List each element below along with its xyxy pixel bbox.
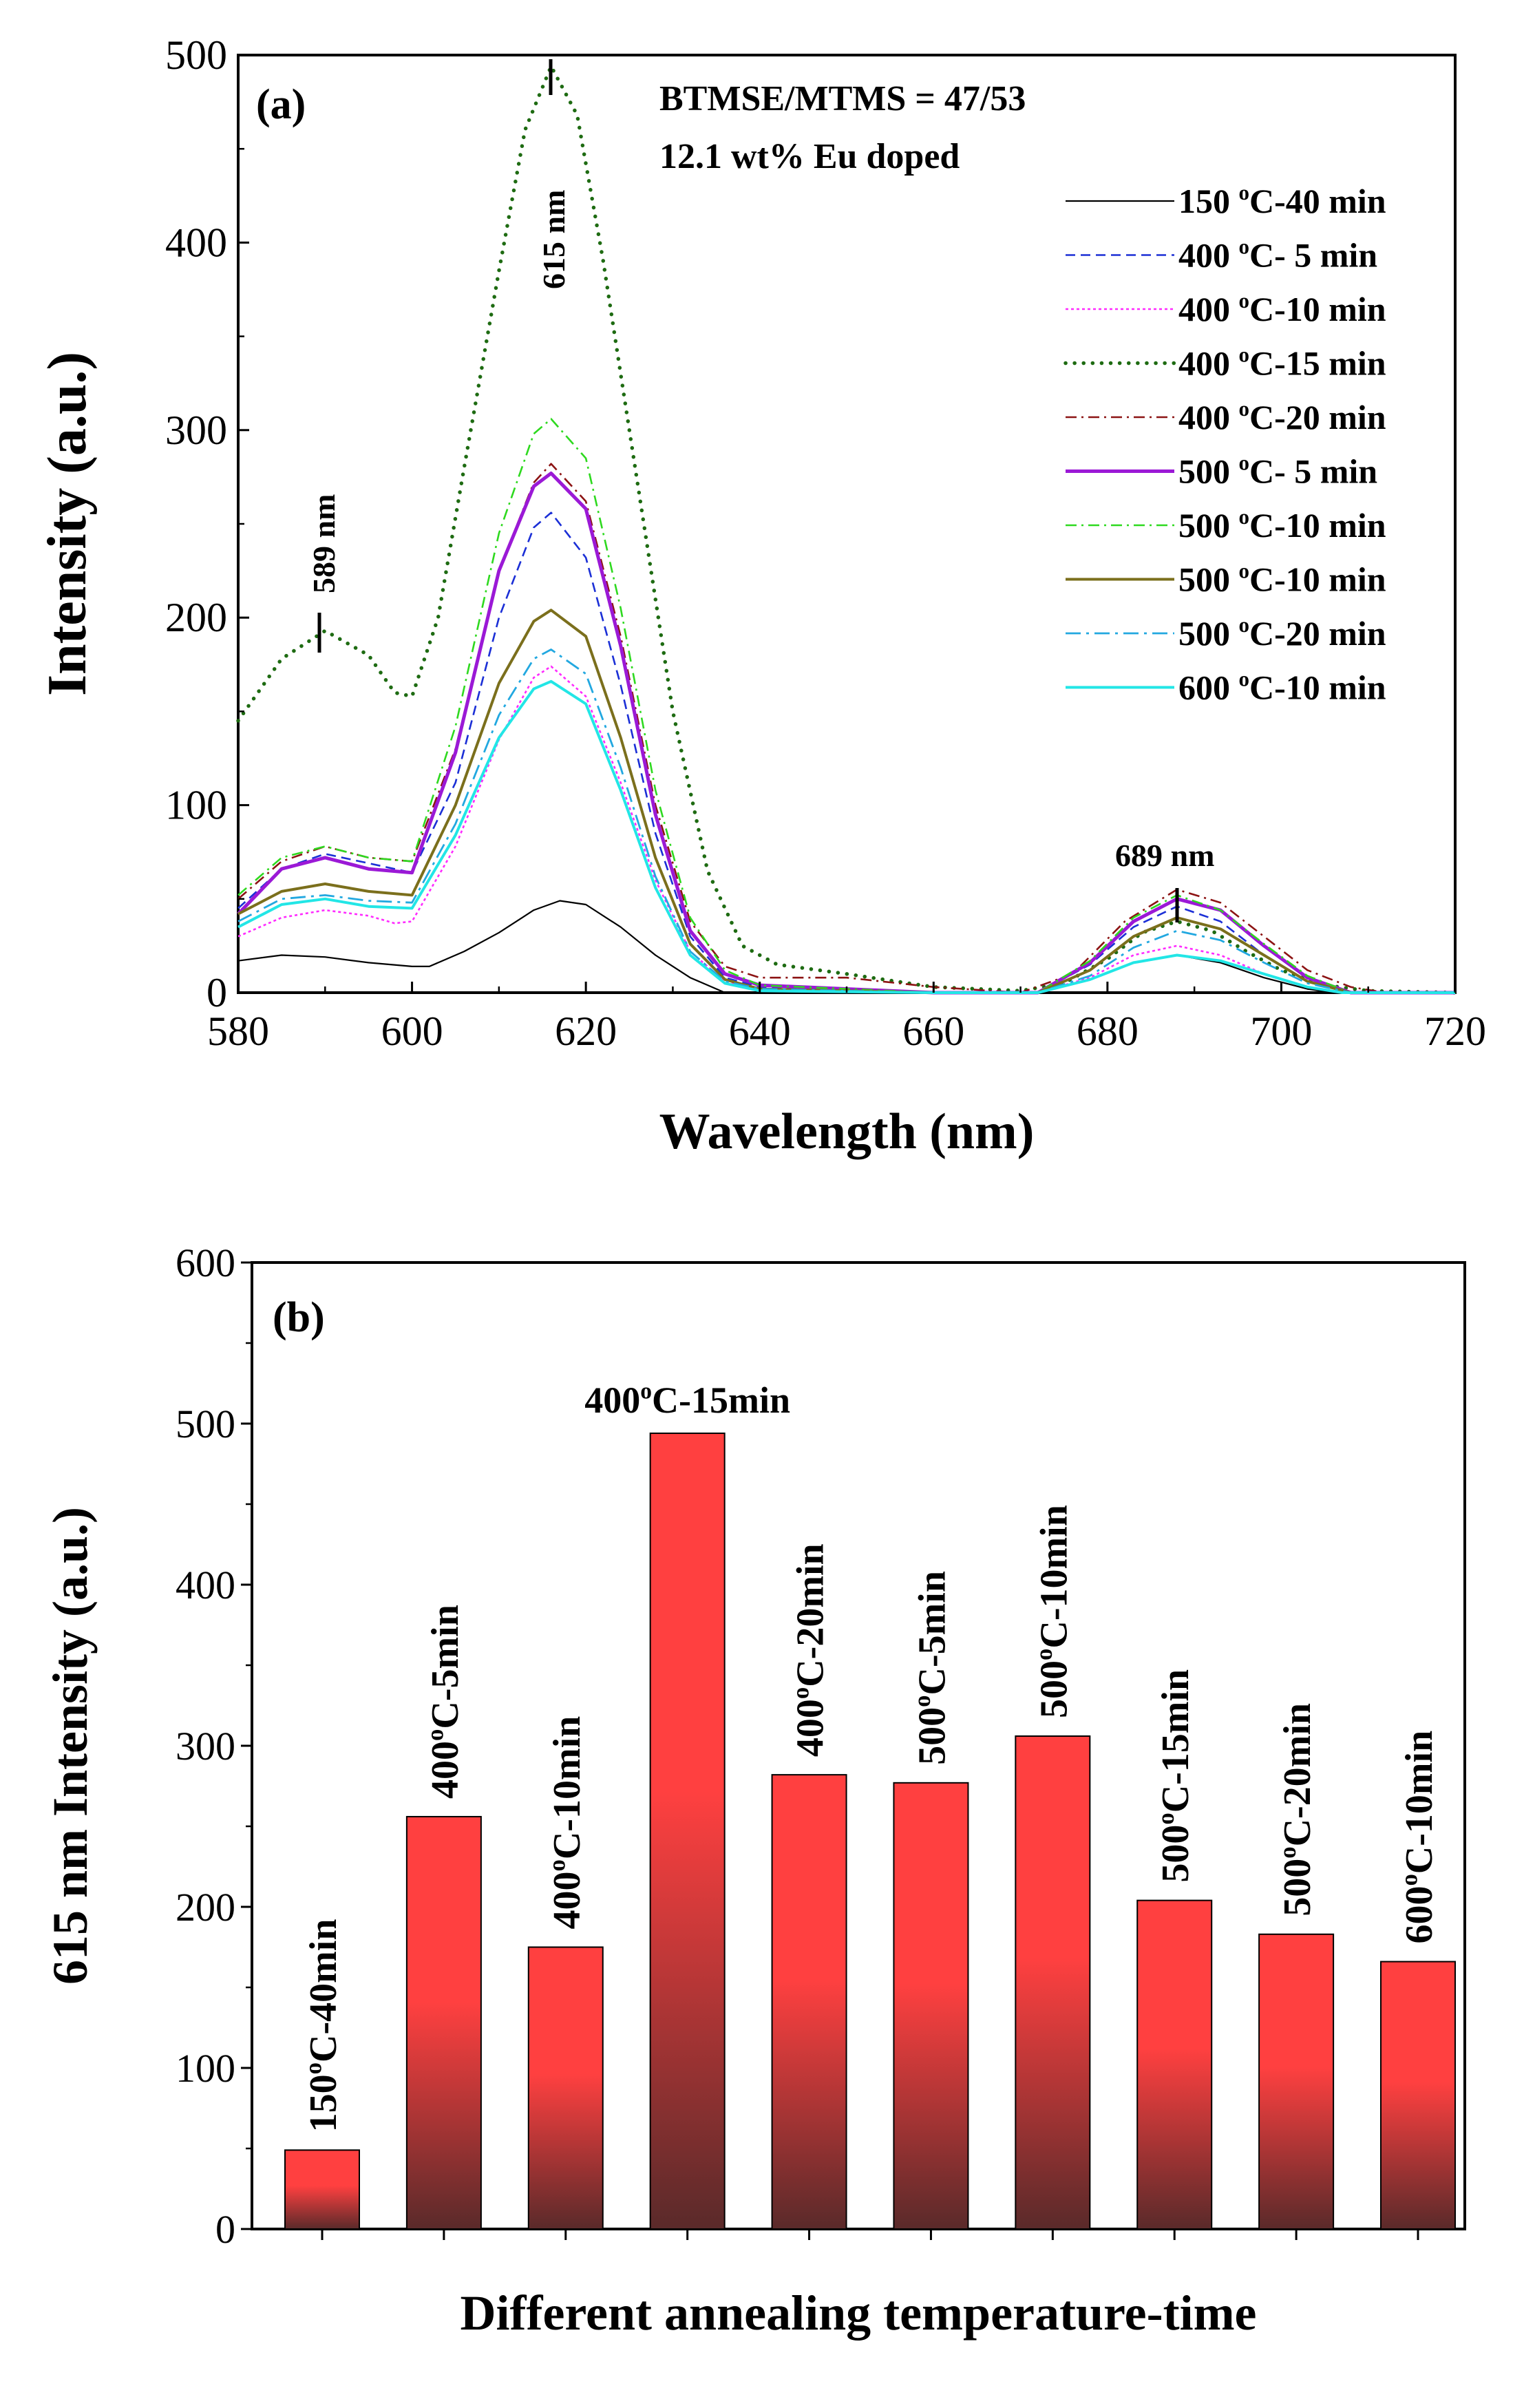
- bar-label-3: 400oC-10min: [543, 1716, 588, 1930]
- y-tick-label: 300: [176, 1724, 235, 1768]
- bar-3: [527, 1946, 604, 2230]
- panel-a-series-group: [236, 64, 1457, 995]
- legend-label-5: 400 oC-20 min: [1178, 397, 1386, 436]
- bar-7: [1015, 1735, 1091, 2230]
- x-tick-label: 640: [729, 1008, 791, 1054]
- bar-10: [1380, 1961, 1456, 2230]
- spectrum-line-2: [237, 511, 1455, 994]
- legend-label-7: 500 oC-10 min: [1178, 505, 1386, 545]
- y-tick-label: 100: [165, 783, 227, 828]
- spectrum-line-9: [237, 648, 1455, 994]
- x-tick-label: 600: [381, 1008, 443, 1054]
- peak-615-label: 615 nm: [536, 190, 571, 289]
- y-tick-label: 0: [207, 970, 227, 1015]
- y-tick-label: 100: [176, 2046, 235, 2091]
- bar-2: [405, 1815, 482, 2230]
- legend-label-8: 500 oC-10 min: [1178, 559, 1386, 599]
- legend-label-3: 400 oC-10 min: [1178, 288, 1386, 328]
- peak-589-label: 589 nm: [306, 494, 341, 593]
- panel-a-doping: 12.1 wt% Eu doped: [659, 137, 960, 176]
- bar-5: [771, 1774, 847, 2230]
- panel-a-axes: 580 600 620 640 660 680 700 720 0 100 200 300 400 500: [165, 32, 1486, 1054]
- y-tick-label: 200: [176, 1885, 235, 1930]
- legend-label-4: 400 oC-15 min: [1178, 343, 1386, 383]
- bar-label-6: 500oC-5min: [909, 1571, 953, 1765]
- panel-b-axes: 0 100 200 300 400 500 600: [176, 1240, 1419, 2252]
- x-tick-label: 620: [555, 1008, 617, 1054]
- y-tick-label: 500: [165, 32, 227, 78]
- legend-label-9: 500 oC-20 min: [1178, 613, 1386, 653]
- panel-a-label: (a): [256, 81, 306, 128]
- bar-8: [1136, 1899, 1213, 2230]
- bar-6: [893, 1782, 969, 2230]
- panel-b-xlabel: Different annealing temperature-time: [460, 2285, 1256, 2341]
- y-tick-label: 400: [176, 1563, 235, 1607]
- y-tick-label: 300: [165, 408, 227, 453]
- peak-689-label: 689 nm: [1115, 838, 1214, 873]
- panel-b-label: (b): [273, 1294, 325, 1341]
- legend-label-10: 600 oC-10 min: [1178, 667, 1386, 707]
- spectrum-line-7: [237, 418, 1455, 994]
- panel-a-ylabel: Intensity (a.u.): [37, 352, 98, 696]
- spectrum-line-5: [237, 463, 1455, 994]
- x-tick-label: 720: [1424, 1008, 1486, 1054]
- y-tick-label: 0: [215, 2207, 235, 2252]
- bar-label-9: 500oC-20min: [1274, 1703, 1319, 1916]
- panel-b-bar-chart: 0 100 200 300 400 500 600 150oC-40min 400oC-5mi…: [43, 1240, 1466, 2341]
- panel-b-bar-labels: 150oC-40min 400oC-5min 400oC-10min 400oC-15…: [300, 1379, 1441, 2133]
- y-tick-label: 400: [165, 220, 227, 265]
- spectrum-line-8: [237, 609, 1455, 994]
- panel-a-sample-ratio: BTMSE/MTMS = 47/53: [659, 79, 1026, 118]
- panel-b-ylabel: 615 nm Intensity (a.u.): [43, 1507, 98, 1985]
- bar-label-10: 600oC-10min: [1396, 1731, 1441, 1944]
- bar-label-1: 150oC-40min: [300, 1919, 345, 2133]
- bar-label-2: 400oC-5min: [422, 1605, 467, 1799]
- x-tick-label: 580: [207, 1008, 269, 1054]
- legend-label-6: 500 oC- 5 min: [1178, 451, 1377, 491]
- x-tick-label: 700: [1250, 1008, 1312, 1054]
- spectrum-line-1: [237, 900, 1455, 994]
- legend-label-1: 150 oC-40 min: [1178, 180, 1386, 220]
- panel-a-xlabel: Wavelength (nm): [659, 1103, 1035, 1160]
- bar-label-4: 400oC-15min: [584, 1379, 790, 1422]
- x-tick-label: 680: [1077, 1008, 1139, 1054]
- legend-label-2: 400 oC- 5 min: [1178, 235, 1377, 275]
- bar-label-5: 400oC-20min: [787, 1543, 832, 1757]
- y-tick-label: 200: [165, 595, 227, 640]
- bar-4: [649, 1433, 726, 2230]
- panel-a-legend: 150 oC-40 min 400 oC- 5 min 400 oC-10 min 4…: [1063, 180, 1386, 707]
- panel-b-bars-group: [284, 1433, 1456, 2230]
- y-tick-label: 500: [176, 1402, 235, 1446]
- bar-1: [284, 2149, 360, 2230]
- bar-9: [1258, 1933, 1335, 2230]
- spectrum-line-10: [237, 679, 1455, 994]
- bar-label-8: 500oC-15min: [1152, 1669, 1197, 1883]
- bar-label-7: 500oC-10min: [1030, 1505, 1075, 1718]
- panel-a-spectra-chart: 580 600 620 640 660 680 700 720 0 100 200 300 400 500…: [37, 32, 1486, 1160]
- x-tick-label: 660: [902, 1008, 964, 1054]
- y-tick-label: 600: [176, 1240, 235, 1285]
